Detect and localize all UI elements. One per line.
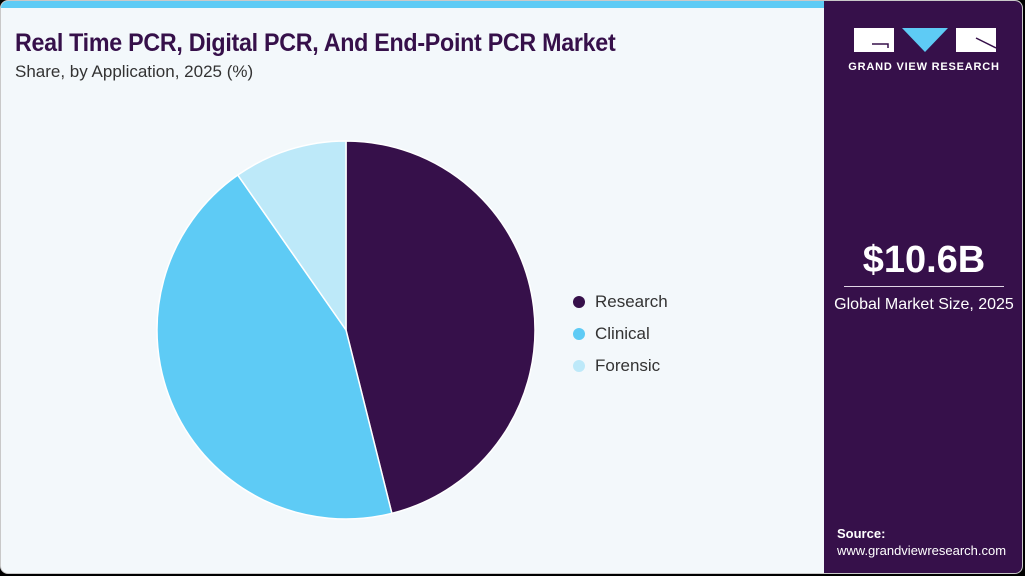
legend-label: Research [595,292,668,311]
legend-dot-icon [573,328,585,340]
chart-subtitle: Share, by Application, 2025 (%) [15,62,254,81]
pie-slice-clinical [156,173,393,520]
sidebar: GRAND VIEW RESEARCH $10.6B Global Market… [824,1,1022,573]
chart-title: Real Time PCR, Digital PCR, And End-Poin… [15,29,616,57]
market-size-value: $10.6B [862,239,986,281]
accent-bar [1,1,824,8]
source-link[interactable]: www.grandviewresearch.com [837,543,1007,558]
legend-dot-icon [573,360,585,372]
market-size-label: Global Market Size, 2025 [834,296,1014,313]
source-label: Source: [837,526,886,541]
pie-slice-forensic [236,140,347,333]
legend: Research Clinical Forensic [573,286,668,382]
legend-label: Forensic [595,356,661,375]
legend-dot-icon [573,296,585,308]
legend-item-forensic: Forensic [573,350,668,382]
pie-chart [156,140,536,520]
divider [844,286,1004,287]
pie-slice-research [345,140,536,515]
gvr-logo-icon [854,28,996,52]
legend-item-research: Research [573,286,668,318]
logo-text: GRAND VIEW RESEARCH [848,61,1000,73]
legend-item-clinical: Clinical [573,318,668,350]
legend-label: Clinical [595,324,650,343]
